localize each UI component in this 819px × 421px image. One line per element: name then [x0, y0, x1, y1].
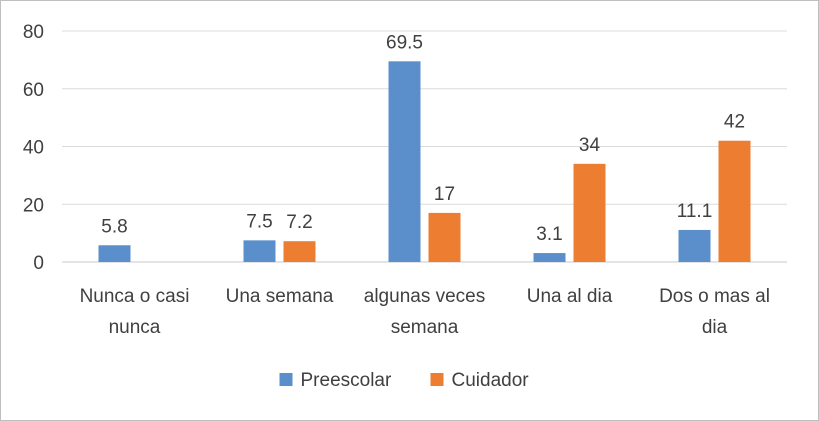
legend-entry: Preescolar [301, 370, 392, 391]
x-category-label: Una al dia [527, 286, 613, 307]
data-label: 5.8 [101, 216, 127, 237]
bar [243, 240, 276, 262]
y-tick-label: 80 [23, 22, 44, 43]
x-category-label: nunca [109, 317, 161, 338]
bar [533, 253, 566, 262]
data-label: 34 [579, 135, 601, 156]
y-tick-label: 20 [23, 195, 44, 216]
bar [718, 140, 751, 262]
y-tick-label: 40 [23, 138, 44, 159]
bar [388, 61, 421, 262]
x-category-label: semana [391, 317, 459, 338]
bar [428, 212, 461, 262]
bar [283, 241, 316, 262]
bar [573, 163, 606, 262]
x-category-label: algunas veces [364, 286, 485, 307]
legend-swatch [430, 373, 444, 386]
x-category-label: dia [702, 317, 728, 338]
data-label: 7.2 [286, 212, 312, 233]
legend-entry: Cuidador [452, 370, 530, 391]
legend-swatch [279, 373, 293, 386]
data-label: 69.5 [386, 32, 423, 53]
bar [98, 245, 131, 262]
y-tick-label: 60 [23, 80, 44, 101]
data-label: 7.5 [246, 211, 272, 232]
data-label: 11.1 [677, 201, 713, 222]
data-label: 17 [434, 184, 455, 205]
bar [678, 229, 711, 262]
data-label: 42 [724, 112, 745, 133]
x-category-label: Nunca o casi [80, 286, 190, 307]
data-label: 3.1 [536, 224, 562, 245]
y-tick-label: 0 [33, 253, 44, 274]
x-category-label: Una semana [226, 286, 334, 307]
x-category-label: Dos o mas al [659, 286, 770, 307]
